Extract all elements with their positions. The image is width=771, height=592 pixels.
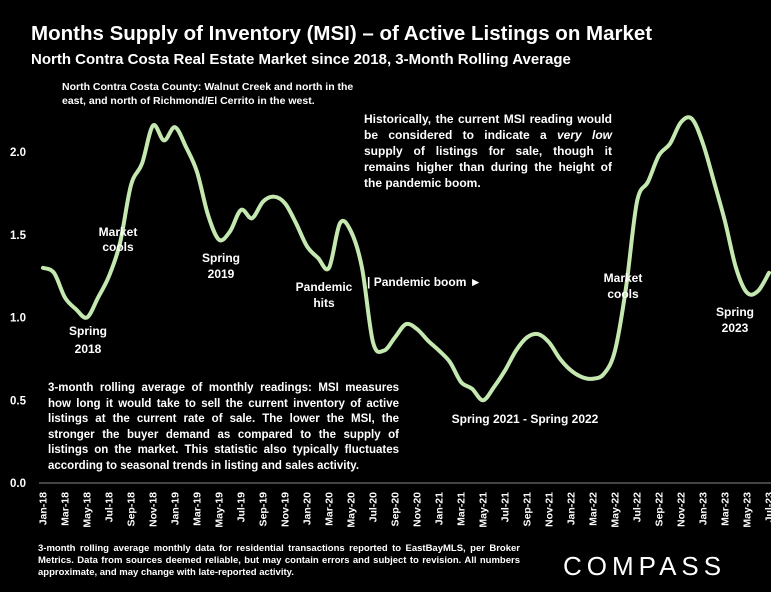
x-tick-label: Sep-21 (522, 492, 534, 527)
x-tick-label: Mar-19 (192, 492, 204, 526)
historical-note-part2: supply of listings for sale, though it r… (364, 144, 612, 190)
x-tick-label: Jan-22 (566, 492, 578, 525)
historical-note-part1: Historically, the current MSI reading wo… (364, 112, 612, 142)
y-tick-label: 1.0 (10, 313, 26, 325)
x-tick-label: Jul-22 (632, 492, 644, 523)
x-tick-label: Jul-20 (368, 492, 380, 523)
x-tick-label: Jan-18 (38, 492, 50, 525)
annotation-spring2021-2022: Spring 2021 - Spring 2022 (452, 412, 599, 426)
x-tick-label: Sep-22 (654, 492, 666, 527)
annotation-spring2023: Spring 2023 (716, 305, 754, 335)
chart-subtitle: North Contra Costa Real Estate Market si… (31, 51, 571, 68)
historical-note: Historically, the current MSI reading wo… (364, 111, 612, 191)
x-tick-label: Jul-23 (764, 492, 771, 523)
x-tick-label: Nov-18 (148, 492, 160, 527)
x-tick-label: Nov-21 (544, 492, 556, 527)
region-note: North Contra Costa County: Walnut Creek … (62, 81, 354, 107)
x-tick-label: Mar-23 (720, 492, 732, 526)
x-tick-label: Jul-18 (104, 492, 116, 523)
annotation-pandemic_hits: Pandemic hits (296, 280, 353, 310)
annotation-market_cools_2: Market cools (604, 271, 643, 301)
x-tick-label: Jul-21 (500, 492, 512, 523)
x-tick-label: Sep-18 (126, 492, 138, 527)
x-tick-label: Jul-19 (236, 492, 248, 523)
x-tick-label: Mar-22 (588, 492, 600, 526)
chart-title: Months Supply of Inventory (MSI) – of Ac… (31, 22, 653, 45)
x-tick-label: Sep-20 (390, 492, 402, 527)
x-tick-label: May-19 (214, 492, 226, 528)
historical-note-emphasis: very low (556, 128, 612, 142)
annotation-pandemic-boom: | Pandemic boom ► (367, 275, 482, 289)
x-tick-label: Nov-20 (412, 492, 424, 527)
y-tick-label: 1.5 (10, 230, 27, 242)
y-tick-label: 0.5 (10, 395, 27, 407)
x-tick-label: Jan-19 (170, 492, 182, 525)
msi-explanation-note: 3-month rolling average of monthly readi… (48, 382, 399, 472)
x-tick-label: Nov-19 (280, 492, 292, 527)
x-tick-label: Jan-23 (698, 492, 710, 525)
x-tick-label: May-18 (82, 492, 94, 528)
annotation-market_cools_1: Market cools (99, 225, 138, 254)
x-tick-label: Mar-20 (324, 492, 336, 526)
x-tick-label: Nov-22 (676, 492, 688, 527)
annotation-spring2018: Spring 2018 (69, 324, 107, 356)
x-tick-label: Sep-19 (258, 492, 270, 527)
x-tick-label: May-21 (478, 492, 490, 528)
y-tick-label: 0.0 (10, 478, 26, 490)
compass-logo: COMPASS (563, 551, 727, 581)
annotation-spring2019: Spring 2019 (202, 251, 240, 281)
x-tick-label: May-23 (742, 492, 754, 528)
x-tick-label: Mar-21 (456, 492, 468, 526)
x-tick-label: Jan-21 (434, 492, 446, 525)
source-footnote: 3-month rolling average monthly data for… (38, 543, 520, 578)
x-tick-label: May-20 (346, 492, 358, 528)
x-tick-label: May-22 (610, 492, 622, 528)
x-tick-label: Mar-18 (60, 492, 72, 526)
msi-series-line (41, 115, 771, 403)
x-tick-label: Jan-20 (302, 492, 314, 525)
y-tick-label: 2.0 (10, 147, 26, 159)
